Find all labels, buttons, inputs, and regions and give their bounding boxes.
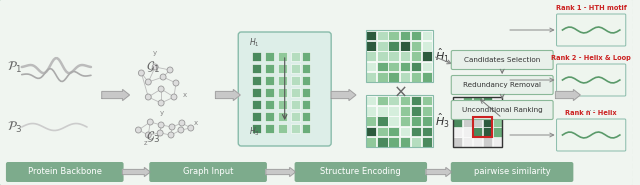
Bar [377,106,388,115]
Bar [422,62,433,71]
Circle shape [168,132,174,138]
Bar [483,97,492,107]
Bar [252,76,261,85]
Bar [452,97,502,147]
Bar [463,117,472,127]
Bar [252,100,261,109]
Bar [366,116,376,126]
FancyBboxPatch shape [451,51,553,70]
Bar [265,112,274,121]
Text: $\times$: $\times$ [392,83,406,101]
Bar [422,31,433,40]
Circle shape [171,94,177,100]
Bar [388,95,399,105]
Text: Rank n - Helix: Rank n - Helix [565,110,617,116]
Circle shape [152,64,158,70]
Circle shape [178,127,184,133]
FancyBboxPatch shape [451,162,573,182]
Polygon shape [556,90,580,100]
Bar [453,127,462,137]
Bar [411,116,421,126]
Bar [422,106,433,115]
Text: x: x [183,92,187,98]
Bar [453,137,462,147]
Circle shape [145,79,151,85]
Polygon shape [123,167,150,176]
Bar [291,52,300,61]
Bar [252,52,261,61]
Circle shape [158,122,164,128]
Bar [388,72,399,82]
Bar [278,88,287,97]
Bar [252,64,261,73]
Bar [301,64,310,73]
Text: $\mathcal{G}_1$: $\mathcal{G}_1$ [146,59,160,75]
FancyBboxPatch shape [294,162,427,182]
Bar [411,72,421,82]
FancyBboxPatch shape [149,162,267,182]
Text: Rank 1 - HTH motif: Rank 1 - HTH motif [556,5,627,11]
Text: $\hat{H}_1$: $\hat{H}_1$ [435,47,450,65]
Bar [388,51,399,61]
Bar [422,116,433,126]
Bar [411,31,421,40]
Text: Graph Input: Graph Input [183,167,233,176]
Text: y: y [153,50,157,56]
Bar [252,112,261,121]
Bar [377,137,388,147]
Circle shape [147,119,153,125]
Bar [388,127,399,136]
Bar [463,137,472,147]
Bar [278,124,287,133]
Bar [472,117,492,137]
Circle shape [145,132,151,138]
Bar [366,95,376,105]
Bar [463,127,472,137]
Bar [483,137,492,147]
Bar [278,76,287,85]
Bar [301,76,310,85]
Bar [265,52,274,61]
Bar [278,52,287,61]
Bar [291,124,300,133]
Bar [483,127,492,137]
Bar [366,72,376,82]
Bar [377,51,388,61]
Bar [366,41,376,51]
Bar [366,51,376,61]
Text: y: y [160,110,164,116]
Bar [463,107,472,117]
Circle shape [158,86,164,92]
Bar [291,64,300,73]
Bar [278,100,287,109]
Bar [301,52,310,61]
Bar [388,41,399,51]
Polygon shape [216,90,240,100]
Circle shape [145,94,151,100]
Circle shape [173,80,179,86]
Bar [493,127,502,137]
Bar [377,127,388,136]
Bar [252,88,261,97]
Bar [422,72,433,82]
Text: Rank 2 - Helix & Loop: Rank 2 - Helix & Loop [551,55,631,61]
Bar [422,137,433,147]
Circle shape [179,120,185,126]
Bar [377,95,388,105]
Bar [483,107,492,117]
Bar [399,62,410,71]
Bar [291,112,300,121]
Bar [388,31,399,40]
Bar [473,137,482,147]
Bar [473,127,482,137]
Bar [411,106,421,115]
Bar [278,112,287,121]
Bar [301,124,310,133]
Bar [399,106,410,115]
Bar [473,107,482,117]
Bar [265,76,274,85]
Bar [453,117,462,127]
Bar [366,30,433,82]
Bar [422,95,433,105]
